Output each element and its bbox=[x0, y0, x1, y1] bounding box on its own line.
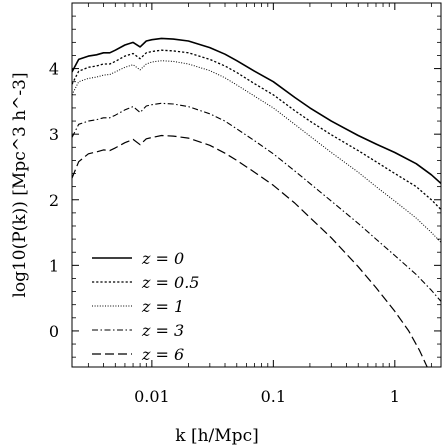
y-tick-label: 4 bbox=[49, 60, 59, 79]
plot-frame bbox=[71, 2, 442, 368]
series-line-3 bbox=[72, 102, 441, 302]
legend-label-0: z = 0 bbox=[141, 249, 184, 268]
x-axis-label: k [h/Mpc] bbox=[175, 426, 258, 446]
y-tick-label: 0 bbox=[49, 322, 59, 341]
legend-label-3: z = 3 bbox=[141, 321, 184, 340]
series-line-1 bbox=[72, 49, 441, 211]
x-tick-label: 1 bbox=[390, 387, 400, 406]
legend-label-1: z = 0.5 bbox=[141, 273, 199, 292]
series-line-4 bbox=[72, 134, 428, 367]
x-tick-label: 0.01 bbox=[134, 387, 170, 406]
legend-label-2: z = 1 bbox=[141, 297, 184, 316]
y-tick-label: 3 bbox=[49, 125, 59, 144]
y-tick-label: 2 bbox=[49, 191, 59, 210]
legend-label-4: z = 6 bbox=[141, 345, 184, 364]
series-line-2 bbox=[72, 60, 441, 243]
y-tick-label: 1 bbox=[49, 256, 59, 275]
x-tick-label: 0.1 bbox=[261, 387, 286, 406]
y-axis-label: log10(P(k)) [Mpc^3 h^-3] bbox=[10, 72, 30, 297]
series-line-0 bbox=[72, 37, 441, 184]
legend: z = 0 z = 0.5 z = 1 z = 3 z = 6 bbox=[92, 249, 199, 364]
